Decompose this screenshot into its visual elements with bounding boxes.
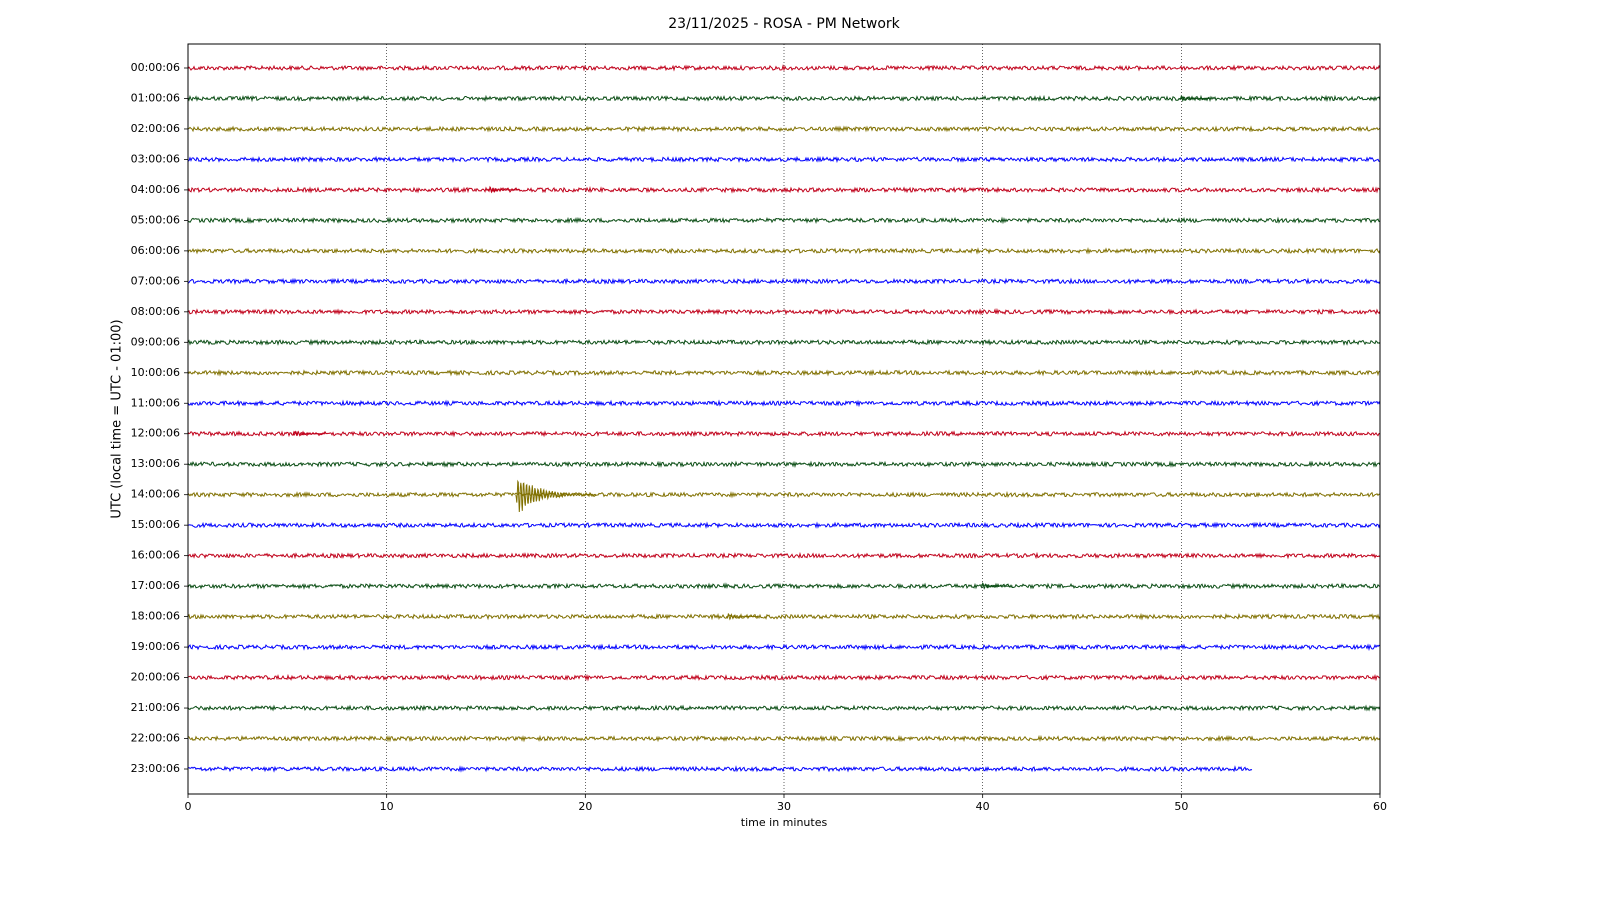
y-tick-label: 07:00:06 [131,274,180,287]
y-tick-label: 20:00:06 [131,671,180,684]
trace [187,368,1381,377]
trace [187,765,1253,773]
event [725,613,759,621]
trace [187,704,1381,712]
x-tick-label: 60 [1373,800,1387,813]
y-tick-label: 03:00:06 [131,152,180,165]
x-tick-label: 0 [185,800,192,813]
trace [187,643,1381,652]
y-tick-label: 23:00:06 [131,762,180,775]
trace [187,277,1381,286]
y-tick-label: 22:00:06 [131,732,180,745]
trace [187,734,1381,743]
y-tick-label: 19:00:06 [131,640,180,653]
trace [187,460,1381,469]
trace [187,582,1381,590]
y-tick-label: 02:00:06 [131,122,180,135]
event [1178,94,1210,103]
y-tick-label: 14:00:06 [131,488,180,501]
trace [187,490,1381,499]
y-tick-label: 09:00:06 [131,335,180,348]
y-tick-label: 08:00:06 [131,305,180,318]
y-tick-label: 16:00:06 [131,549,180,562]
x-tick-label: 10 [380,800,394,813]
y-tick-label: 13:00:06 [131,457,180,470]
event [292,430,326,437]
trace [187,247,1381,255]
trace [187,430,1381,438]
trace [187,399,1381,408]
y-tick-label: 01:00:06 [131,91,180,104]
y-tick-label: 00:00:06 [131,61,180,74]
y-tick-label: 05:00:06 [131,213,180,226]
y-tick-label: 10:00:06 [131,366,180,379]
x-tick-label: 40 [976,800,990,813]
y-tick-label: 21:00:06 [131,701,180,714]
trace [187,551,1381,560]
trace [187,521,1381,530]
y-tick-label: 18:00:06 [131,610,180,623]
trace [187,673,1380,682]
trace [187,216,1381,225]
trace [187,307,1381,316]
trace [187,185,1381,194]
x-tick-label: 30 [777,800,791,813]
y-tick-label: 15:00:06 [131,518,180,531]
trace [187,125,1381,133]
y-tick-label: 17:00:06 [131,579,180,592]
plot-frame [187,43,1381,795]
trace [187,338,1381,346]
trace [187,612,1381,621]
trace [187,64,1381,72]
chart-title: 23/11/2025 - ROSA - PM Network [668,16,900,32]
event [487,185,521,194]
x-tick-label: 20 [578,800,592,813]
event [980,582,1013,590]
y-tick-label: 11:00:06 [131,396,180,409]
y-tick-label: 06:00:06 [131,244,180,257]
y-tick-label: 12:00:06 [131,427,180,440]
event [515,479,597,513]
y-axis-label: UTC (local time = UTC - 01:00) [110,319,125,518]
trace [187,155,1381,164]
x-tick-label: 50 [1174,800,1188,813]
y-tick-label: 04:00:06 [131,183,180,196]
x-axis-label: time in minutes [741,816,828,829]
